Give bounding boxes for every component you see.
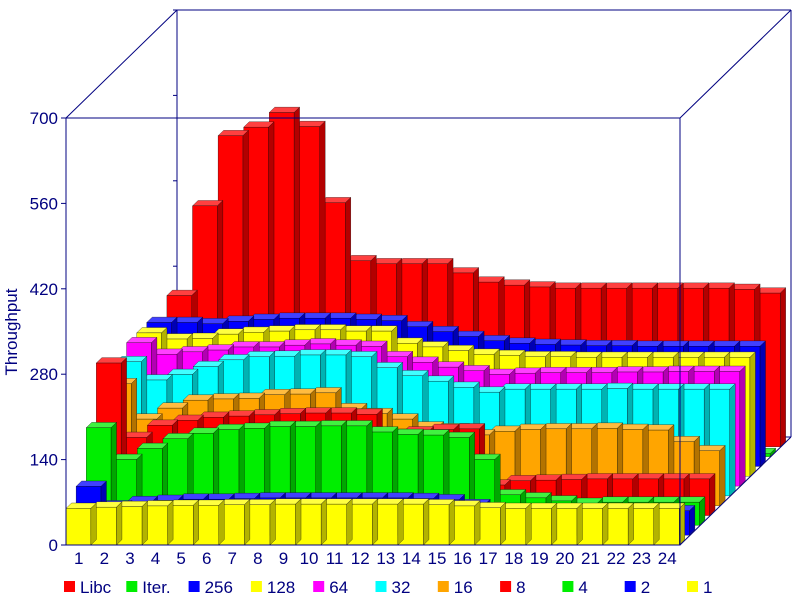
x-tick-label: 20 [555,549,574,568]
x-tick-label: 14 [402,549,421,568]
legend-label: 4 [578,578,587,597]
x-tick-label: 13 [376,549,395,568]
legend-label: 64 [329,578,348,597]
x-tick-label: 16 [453,549,472,568]
legend-swatch [126,581,138,592]
frame-front [65,117,681,546]
legend-item: 2 [624,578,650,597]
y-tick-label: 0 [49,536,58,555]
legend-swatch [375,581,387,592]
frame-front [65,9,792,546]
legend-swatch [687,581,698,592]
legend-item: 128 [250,578,295,597]
x-tick-label: 10 [300,549,319,568]
legend-item: 64 [313,578,348,597]
legend-swatch [313,581,325,592]
y-tick-label: 700 [30,109,58,128]
x-tick-label: 8 [253,549,262,568]
legend-label: 16 [454,578,473,597]
legend: Libc Iter. 256 128 64 32 16 8 4 2 1 [64,578,712,597]
legend-label: 256 [205,578,233,597]
bar [65,502,97,546]
legend-label: 8 [516,578,525,597]
x-axis: 1 2 3 4 5 6 7 8 9 10 11 12 13 14 15 16 17 18 19 20 21 22 23 24 [74,549,677,568]
x-tick-label: 11 [326,549,344,568]
legend-item: 8 [500,578,526,597]
x-tick-label: 2 [100,549,109,568]
x-tick-label: 5 [176,549,185,568]
legend-swatch [64,581,75,592]
legend-item: Iter. [126,578,171,597]
legend-label: Libc [80,578,112,597]
legend-label: Iter. [142,578,170,597]
series-1 [65,498,686,546]
x-tick-label: 15 [427,549,446,568]
legend-swatch [188,581,200,592]
x-tick-label: 22 [607,549,626,568]
x-tick-label: 23 [632,549,651,568]
y-axis: 0 140 280 420 560 700 [30,109,66,555]
x-tick-label: 7 [228,549,237,568]
legend-swatch [437,581,449,592]
frame-depth-bottom-right [679,436,792,546]
x-tick-label: 18 [504,549,523,568]
legend-item: 4 [562,578,588,597]
legend-label: 32 [392,578,411,597]
legend-item: 16 [437,578,473,597]
x-tick-label: 3 [125,549,134,568]
legend-item: 256 [188,578,233,597]
legend-swatch [624,581,636,592]
x-tick-label: 24 [658,549,677,568]
legend-label: 128 [267,578,295,597]
x-tick-label: 19 [530,549,549,568]
y-axis-title: Throughput [2,288,21,375]
x-tick-label: 21 [581,549,600,568]
legend-item: Libc [64,578,112,597]
legend-swatch [500,581,512,592]
y-tick-label: 280 [30,365,58,384]
x-tick-label: 4 [151,549,160,568]
legend-label: 2 [641,578,650,597]
y-tick-label: 140 [30,451,58,470]
x-tick-label: 17 [479,549,498,568]
x-tick-label: 6 [202,549,211,568]
x-tick-label: 12 [351,549,370,568]
y-tick-label: 420 [30,280,58,299]
x-tick-label: 9 [279,549,288,568]
y-tick-label: 560 [30,194,58,213]
legend-swatch [250,581,262,592]
legend-label: 1 [703,578,712,597]
bars [65,106,787,546]
legend-swatch [562,581,574,592]
legend-item: 32 [375,578,411,597]
x-tick-label: 1 [74,549,83,568]
frame-depth-top-left [65,9,178,119]
legend-item: 1 [687,578,712,597]
frame-depth-top-right [679,9,792,119]
